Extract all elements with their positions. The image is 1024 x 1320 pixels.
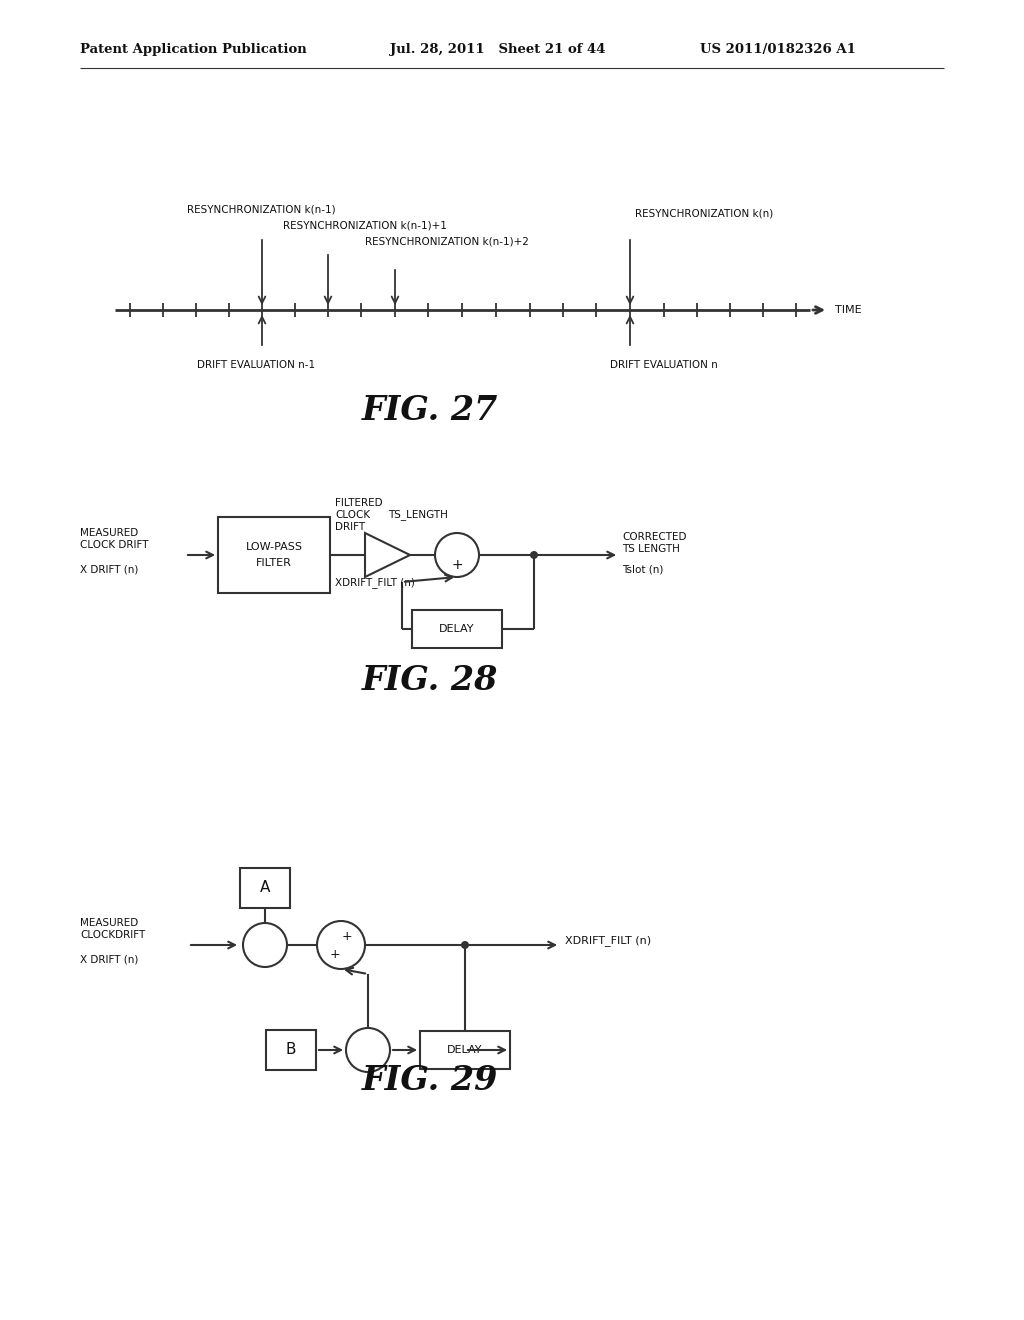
Text: DELAY: DELAY: [439, 624, 475, 634]
Text: XDRIFT_FILT (n): XDRIFT_FILT (n): [335, 578, 415, 589]
Circle shape: [461, 941, 469, 949]
Circle shape: [346, 1028, 390, 1072]
Text: A: A: [260, 880, 270, 895]
Text: FILTERED: FILTERED: [335, 498, 383, 508]
Text: FIG. 28: FIG. 28: [361, 664, 499, 697]
Bar: [218, 517, 330, 593]
Text: Patent Application Publication: Patent Application Publication: [80, 44, 307, 57]
Text: FIG. 29: FIG. 29: [361, 1064, 499, 1097]
Text: +: +: [342, 929, 352, 942]
Bar: [420, 1031, 510, 1069]
Text: RESYNCHRONIZATION k(n-1)+2: RESYNCHRONIZATION k(n-1)+2: [365, 238, 528, 247]
Text: B: B: [286, 1043, 296, 1057]
Text: CORRECTED: CORRECTED: [622, 532, 686, 543]
Text: TS_LENGTH: TS_LENGTH: [388, 510, 447, 520]
Circle shape: [317, 921, 365, 969]
Text: DELAY: DELAY: [447, 1045, 482, 1055]
Bar: [240, 869, 290, 908]
Text: XDRIFT_FILT (n): XDRIFT_FILT (n): [565, 936, 651, 946]
Bar: [266, 1030, 316, 1071]
Circle shape: [530, 550, 538, 558]
Text: MEASURED: MEASURED: [80, 528, 138, 539]
Text: +: +: [452, 558, 463, 572]
Text: Jul. 28, 2011   Sheet 21 of 44: Jul. 28, 2011 Sheet 21 of 44: [390, 44, 605, 57]
Text: DRIFT EVALUATION n-1: DRIFT EVALUATION n-1: [197, 360, 315, 370]
Text: TIME: TIME: [835, 305, 861, 315]
Text: US 2011/0182326 A1: US 2011/0182326 A1: [700, 44, 856, 57]
Text: CLOCKDRIFT: CLOCKDRIFT: [80, 931, 145, 940]
Text: FIG. 27: FIG. 27: [361, 393, 499, 426]
Text: TS LENGTH: TS LENGTH: [622, 544, 680, 554]
Circle shape: [243, 923, 287, 968]
Text: DRIFT: DRIFT: [335, 521, 366, 532]
Text: RESYNCHRONIZATION k(n-1)+1: RESYNCHRONIZATION k(n-1)+1: [283, 220, 446, 230]
Bar: [412, 610, 502, 648]
Text: X DRIFT (n): X DRIFT (n): [80, 954, 138, 964]
Text: +: +: [330, 949, 340, 961]
Text: Tslot (n): Tslot (n): [622, 564, 664, 574]
Text: MEASURED: MEASURED: [80, 917, 138, 928]
Text: DRIFT EVALUATION n: DRIFT EVALUATION n: [610, 360, 718, 370]
Text: CLOCK DRIFT: CLOCK DRIFT: [80, 540, 148, 550]
Text: X DRIFT (n): X DRIFT (n): [80, 564, 138, 574]
Text: RESYNCHRONIZATION k(n): RESYNCHRONIZATION k(n): [635, 209, 773, 218]
Text: CLOCK: CLOCK: [335, 510, 370, 520]
Circle shape: [435, 533, 479, 577]
Text: LOW-PASS: LOW-PASS: [246, 543, 302, 552]
Text: RESYNCHRONIZATION k(n-1): RESYNCHRONIZATION k(n-1): [187, 205, 336, 215]
Text: FILTER: FILTER: [256, 558, 292, 568]
